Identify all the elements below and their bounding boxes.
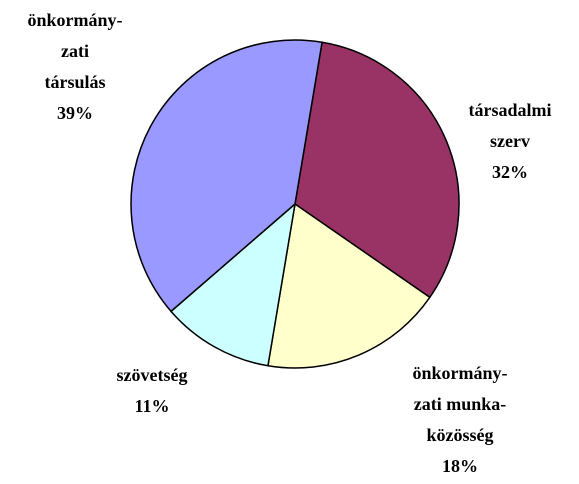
slice-label: önkormány- xyxy=(27,10,122,30)
pie-slice xyxy=(130,39,323,313)
slice-label: társadalmi xyxy=(469,100,552,120)
slice-label: társulás xyxy=(44,72,105,92)
pie-slice xyxy=(267,202,431,369)
slice-label: közösség xyxy=(427,425,494,445)
pie-slice xyxy=(294,41,460,299)
slice-label: szerv xyxy=(490,131,530,151)
value-label: 39% xyxy=(57,103,93,123)
slice-label: zati xyxy=(61,41,89,61)
value-label: 18% xyxy=(442,456,478,476)
pie-slice xyxy=(169,202,297,367)
slice-label: szövetség xyxy=(117,365,188,385)
value-label: 11% xyxy=(134,396,169,416)
slice-label: zati munka- xyxy=(414,394,507,414)
value-label: 32% xyxy=(492,162,528,182)
slice-label: önkormány- xyxy=(412,363,507,383)
